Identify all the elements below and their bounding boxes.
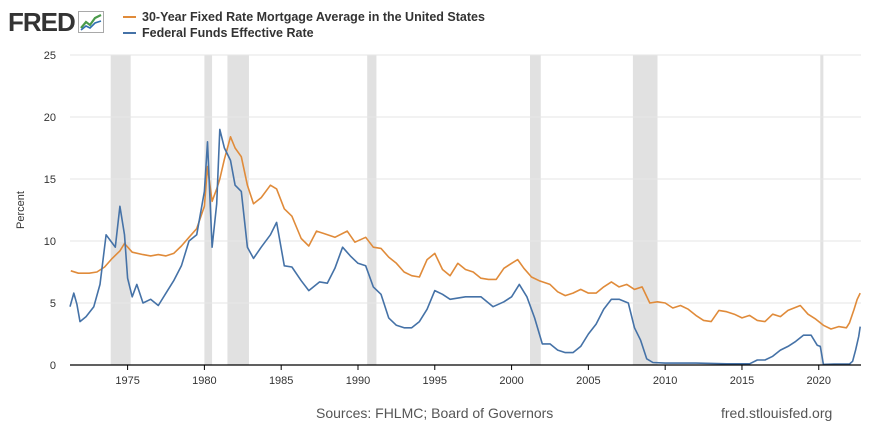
series-lines — [69, 128, 861, 366]
sources-note: Sources: FHLMC; Board of Governors — [316, 405, 554, 421]
legend-swatch-mortgage — [123, 16, 136, 18]
x-tick-label: 2005 — [576, 375, 600, 387]
fedfunds-series-line — [69, 128, 861, 366]
x-tick-label: 2015 — [730, 375, 754, 387]
legend-label-fedfunds: Federal Funds Effective Rate — [142, 26, 314, 40]
y-tick-label: 20 — [44, 112, 56, 124]
x-tick-label: 1980 — [192, 375, 216, 387]
y-axis-ticks: 0 5 10 15 20 25 — [44, 50, 56, 372]
recession-bands — [110, 55, 824, 365]
y-tick-label: 15 — [44, 174, 56, 186]
fred-logo-text: FRED — [8, 6, 76, 37]
x-tick-label: 1990 — [346, 375, 370, 387]
x-tick-label: 1975 — [115, 375, 139, 387]
recession-band — [632, 55, 658, 365]
x-tick-label: 2000 — [499, 375, 523, 387]
y-tick-label: 25 — [44, 50, 56, 62]
legend-label-mortgage: 30-Year Fixed Rate Mortgage Average in t… — [142, 10, 485, 24]
recession-band — [204, 55, 213, 365]
x-axis-ticks: 1975 1980 1985 1990 1995 2000 2005 2010 2015 2020 — [115, 365, 831, 387]
recession-band — [227, 55, 249, 365]
gridlines — [70, 54, 861, 304]
chart-trend-icon — [77, 11, 104, 33]
legend-item-mortgage[interactable]: 30-Year Fixed Rate Mortgage Average in t… — [123, 9, 485, 25]
y-tick-label: 5 — [50, 298, 56, 310]
chart-header: FRED 30-Year Fixed Rate Mortgage Average… — [0, 0, 880, 46]
legend-swatch-fedfunds — [123, 32, 136, 34]
y-axis-title: Percent — [15, 191, 27, 229]
x-tick-label: 2020 — [807, 375, 831, 387]
recession-band — [820, 55, 824, 365]
fred-logo[interactable]: FRED — [8, 4, 104, 40]
recession-band — [530, 55, 541, 365]
source-url[interactable]: fred.stlouisfed.org — [721, 405, 833, 421]
y-tick-label: 10 — [44, 236, 56, 248]
legend-item-fedfunds[interactable]: Federal Funds Effective Rate — [123, 25, 485, 41]
recession-band — [367, 55, 377, 365]
chart-legend: 30-Year Fixed Rate Mortgage Average in t… — [123, 9, 485, 41]
mortgage-series-line — [70, 136, 861, 330]
x-tick-label: 1985 — [269, 375, 293, 387]
y-tick-label: 0 — [50, 360, 56, 372]
x-tick-label: 2010 — [653, 375, 677, 387]
x-tick-label: 1995 — [423, 375, 447, 387]
